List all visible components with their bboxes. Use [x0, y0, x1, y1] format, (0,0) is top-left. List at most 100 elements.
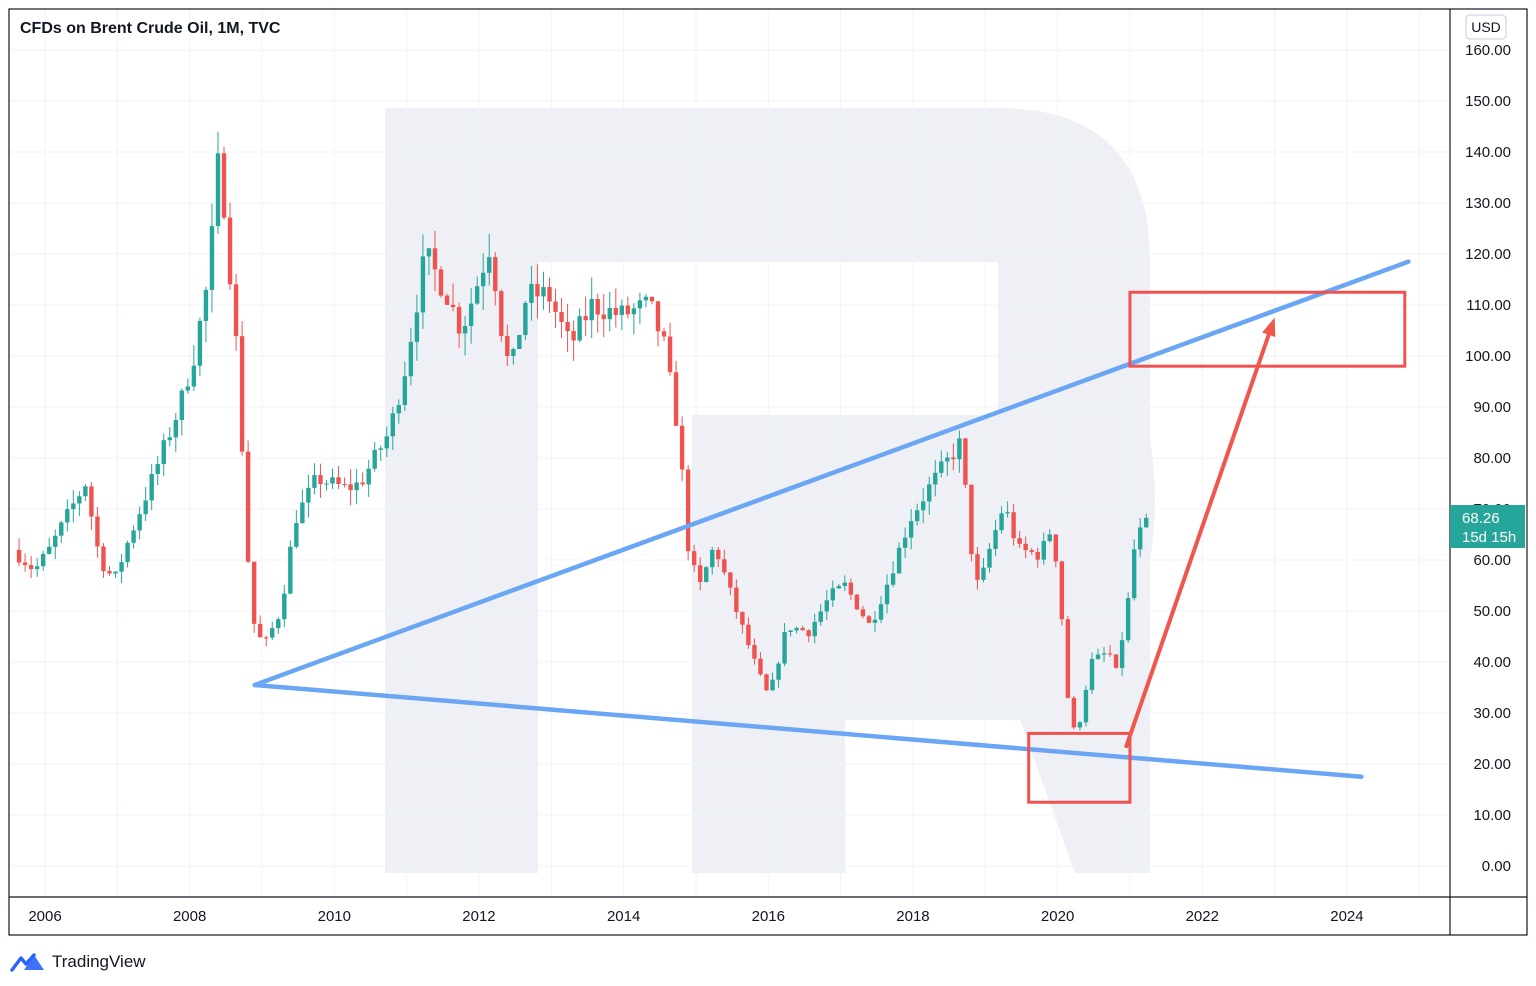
candle: [902, 527, 908, 558]
candle-body: [697, 565, 703, 582]
candle-body: [782, 631, 787, 664]
candle-body: [1011, 512, 1016, 539]
candle: [1071, 695, 1077, 730]
price-tick-label: 40.00: [1473, 654, 1511, 671]
box-target-zone[interactable]: [1128, 290, 1407, 368]
candle: [318, 463, 323, 498]
price-axis-labels: 0.0010.0020.0030.0040.0050.0060.0070.008…: [1465, 42, 1511, 875]
candle-body: [95, 516, 100, 547]
candle: [161, 433, 166, 477]
candle: [830, 580, 835, 607]
forecast-arrow[interactable]: [1124, 317, 1276, 749]
candle: [505, 324, 510, 366]
currency-badge[interactable]: USD: [1465, 14, 1507, 40]
candle-body: [939, 461, 944, 473]
candle-body: [450, 304, 456, 308]
candle: [221, 146, 227, 220]
candle-body: [89, 486, 94, 517]
candle-body: [113, 571, 118, 574]
candle: [637, 292, 643, 324]
candle-body: [143, 500, 148, 515]
candle-body: [282, 593, 287, 620]
candle-body: [1035, 551, 1040, 560]
candle-body: [987, 548, 992, 568]
candle-body: [300, 502, 305, 524]
candle-body: [589, 298, 594, 321]
candle: [336, 465, 341, 490]
candle: [806, 629, 811, 643]
candle-body: [1065, 619, 1071, 698]
candle-body: [312, 475, 317, 488]
candle: [40, 550, 46, 571]
watermark-logo: [385, 108, 1155, 873]
candle: [16, 538, 22, 567]
candle: [1095, 648, 1101, 660]
candle-body: [993, 530, 998, 549]
candle-body: [1059, 561, 1065, 620]
brand-name[interactable]: TradingView: [52, 952, 146, 971]
candle-body: [1047, 534, 1052, 542]
candle-body: [221, 153, 227, 218]
tradingview-logo-icon: [10, 953, 44, 972]
candle-body: [770, 679, 775, 691]
candle-body: [119, 562, 124, 572]
candle: [794, 626, 799, 634]
candle: [408, 327, 414, 386]
candle-body: [65, 509, 70, 523]
candle-body: [239, 336, 245, 452]
candle: [426, 247, 432, 276]
time-tick-label: 2014: [607, 908, 640, 925]
footer: TradingView: [10, 948, 146, 976]
candle: [34, 557, 40, 577]
candle: [499, 289, 504, 342]
candle-body: [288, 546, 293, 594]
candle: [83, 484, 88, 501]
candle-body: [866, 616, 872, 623]
candle-body: [179, 390, 185, 420]
price-tick-label: 120.00: [1465, 246, 1511, 263]
gridlines: [9, 9, 1450, 897]
candle: [685, 465, 691, 561]
candle-body: [444, 295, 450, 305]
candle: [896, 542, 902, 574]
candle: [860, 605, 866, 619]
candle: [643, 294, 649, 308]
candle-body: [1041, 541, 1046, 560]
candle: [203, 286, 209, 343]
candle-body: [499, 291, 504, 336]
candle: [167, 427, 172, 447]
candle: [239, 321, 245, 456]
candle-body: [462, 325, 468, 334]
candle: [673, 360, 679, 427]
box-current-zone[interactable]: [1027, 731, 1132, 804]
candle-body: [818, 611, 823, 622]
candle-body: [969, 484, 974, 555]
candle-body: [848, 582, 854, 595]
candle: [541, 271, 546, 310]
candle-body: [945, 457, 950, 462]
candle: [661, 327, 667, 341]
candle: [963, 437, 968, 489]
candle: [1101, 647, 1107, 663]
candle-body: [667, 336, 673, 373]
candle: [143, 486, 148, 522]
candle: [390, 406, 395, 450]
candle-body: [1125, 598, 1131, 641]
candle: [65, 499, 70, 532]
candle: [294, 510, 299, 549]
trendline-support[interactable]: [252, 682, 1364, 779]
candle: [1005, 501, 1010, 518]
candle-body: [673, 372, 679, 426]
trendline-resistance[interactable]: [252, 259, 1411, 688]
candle-body: [794, 627, 799, 631]
candles: [16, 131, 1149, 731]
time-tick-label: 2018: [896, 908, 929, 925]
candle: [282, 584, 287, 628]
candle-body: [679, 425, 685, 470]
candle-body: [957, 438, 962, 460]
candle: [468, 288, 474, 344]
candle: [330, 468, 335, 489]
candle-body: [927, 484, 932, 502]
candle-body: [1095, 654, 1101, 659]
